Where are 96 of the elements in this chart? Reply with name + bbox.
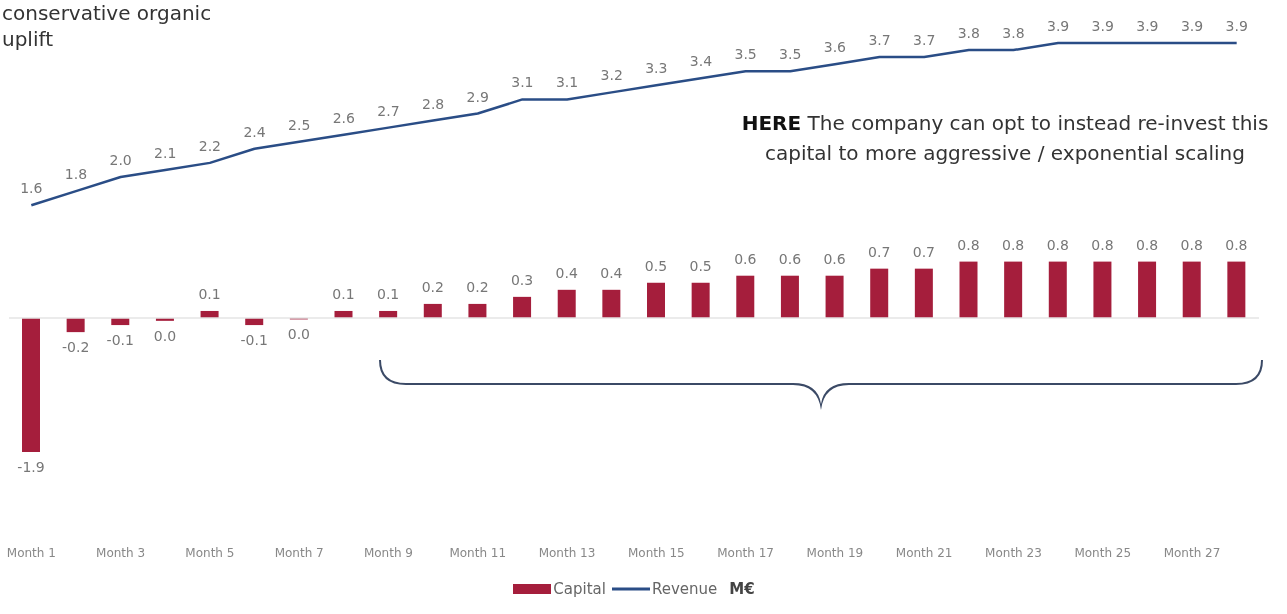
bar	[870, 268, 889, 319]
data-label: 3.9	[1136, 18, 1159, 34]
data-label: 0.5	[689, 257, 712, 274]
data-label: 0.6	[823, 250, 846, 267]
data-label: 0.0	[287, 326, 310, 343]
data-label: 2.9	[466, 88, 489, 105]
x-tick-label: Month 1	[6, 545, 56, 560]
x-tick-label: Month 9	[363, 545, 413, 560]
data-label: 0.4	[555, 264, 578, 281]
data-label: 3.8	[1002, 25, 1025, 42]
bar	[513, 296, 532, 319]
data-label: 0.1	[198, 285, 221, 302]
data-label: 3.7	[913, 32, 936, 49]
data-label: 3.6	[823, 39, 847, 56]
bar	[66, 318, 85, 333]
legend-label: Capital	[553, 580, 606, 598]
data-label: 0.7	[912, 243, 935, 260]
data-label: 0.5	[644, 257, 668, 274]
data-label: -0.1	[240, 332, 268, 349]
data-label: 1.6	[20, 180, 43, 197]
x-tick-label: Month 21	[895, 545, 953, 560]
data-label: 3.2	[600, 67, 623, 84]
data-label: -0.1	[106, 332, 134, 349]
bar	[22, 318, 40, 452]
x-tick-label: Month 7	[274, 545, 324, 560]
bar	[959, 261, 978, 319]
data-label: 0.4	[600, 264, 623, 281]
data-label: 0.8	[1002, 236, 1025, 253]
data-label: 2.1	[154, 144, 177, 161]
data-label: 0.8	[1225, 236, 1248, 253]
bar	[468, 303, 487, 319]
data-label: 0.8	[1046, 236, 1069, 253]
data-label: -0.2	[61, 339, 90, 356]
data-label: 2.2	[198, 137, 222, 154]
bar	[1182, 261, 1201, 319]
data-label: 0.8	[1180, 236, 1203, 253]
bar	[1048, 261, 1067, 319]
data-label: 1.8	[64, 166, 88, 183]
data-label: 0.8	[1091, 236, 1114, 253]
data-label: 2.7	[377, 102, 400, 119]
x-tick-label: Month 19	[806, 545, 864, 560]
data-label: 0.7	[868, 243, 891, 260]
x-tick-label: Month 27	[1163, 545, 1221, 560]
data-label: 0.2	[466, 278, 489, 295]
bar	[825, 275, 844, 319]
data-label: 2.0	[109, 151, 132, 168]
annotation: conservative organic uplift	[2, 0, 213, 52]
bar	[691, 282, 710, 319]
annotation: HERE The company can opt to instead re-invest this capital to more aggressive / exponential scaling	[740, 110, 1270, 167]
data-label: 0.8	[957, 236, 980, 253]
data-label: 3.9	[1180, 18, 1204, 34]
data-label: 0.1	[377, 285, 400, 302]
data-label: 3.8	[957, 25, 980, 42]
data-label: 3.5	[779, 46, 802, 63]
data-label: 3.5	[734, 46, 757, 63]
data-label: 0.6	[778, 250, 802, 267]
data-label: 0.8	[1135, 236, 1159, 253]
bar	[780, 275, 799, 319]
x-tick-label: Month 3	[96, 545, 146, 560]
data-label: 3.4	[689, 53, 713, 70]
data-label: 3.9	[1046, 18, 1070, 34]
bar	[557, 289, 576, 319]
text: M€	[729, 580, 755, 598]
bar	[602, 289, 621, 319]
x-tick-label: Month 13	[538, 545, 596, 560]
x-tick-label: Month 23	[985, 545, 1042, 560]
x-tick-label: Month 5	[185, 545, 235, 560]
data-label: 0.0	[153, 327, 177, 344]
data-label: 3.9	[1091, 18, 1114, 34]
data-label: 0.3	[510, 271, 534, 288]
bar	[1093, 261, 1112, 319]
data-label: -1.9	[17, 459, 45, 475]
data-label: 2.6	[332, 109, 356, 126]
bar	[1227, 261, 1246, 319]
data-label: 2.8	[421, 95, 445, 112]
data-label: 3.1	[555, 74, 579, 91]
legend-label: Revenue	[651, 580, 718, 598]
data-label: 3.1	[511, 74, 534, 91]
x-tick-label: Month 17	[717, 545, 774, 560]
data-label: 2.5	[288, 116, 311, 133]
x-tick-label: Month 25	[1074, 545, 1132, 560]
x-tick-label: Month 15	[627, 545, 685, 560]
bar	[914, 268, 933, 319]
data-label: 0.6	[734, 250, 757, 267]
data-label: 3.3	[645, 60, 668, 77]
data-label: 2.4	[243, 123, 266, 140]
data-label: 3.7	[868, 32, 891, 49]
x-tick-label: Month 11	[449, 545, 507, 560]
data-label: 3.9	[1225, 18, 1248, 34]
data-label: 0.1	[332, 285, 355, 302]
bar	[647, 282, 665, 319]
bar	[423, 303, 442, 319]
bar	[736, 275, 755, 319]
bar	[1138, 261, 1157, 319]
data-label: 0.2	[421, 278, 444, 295]
bar	[1004, 261, 1023, 319]
